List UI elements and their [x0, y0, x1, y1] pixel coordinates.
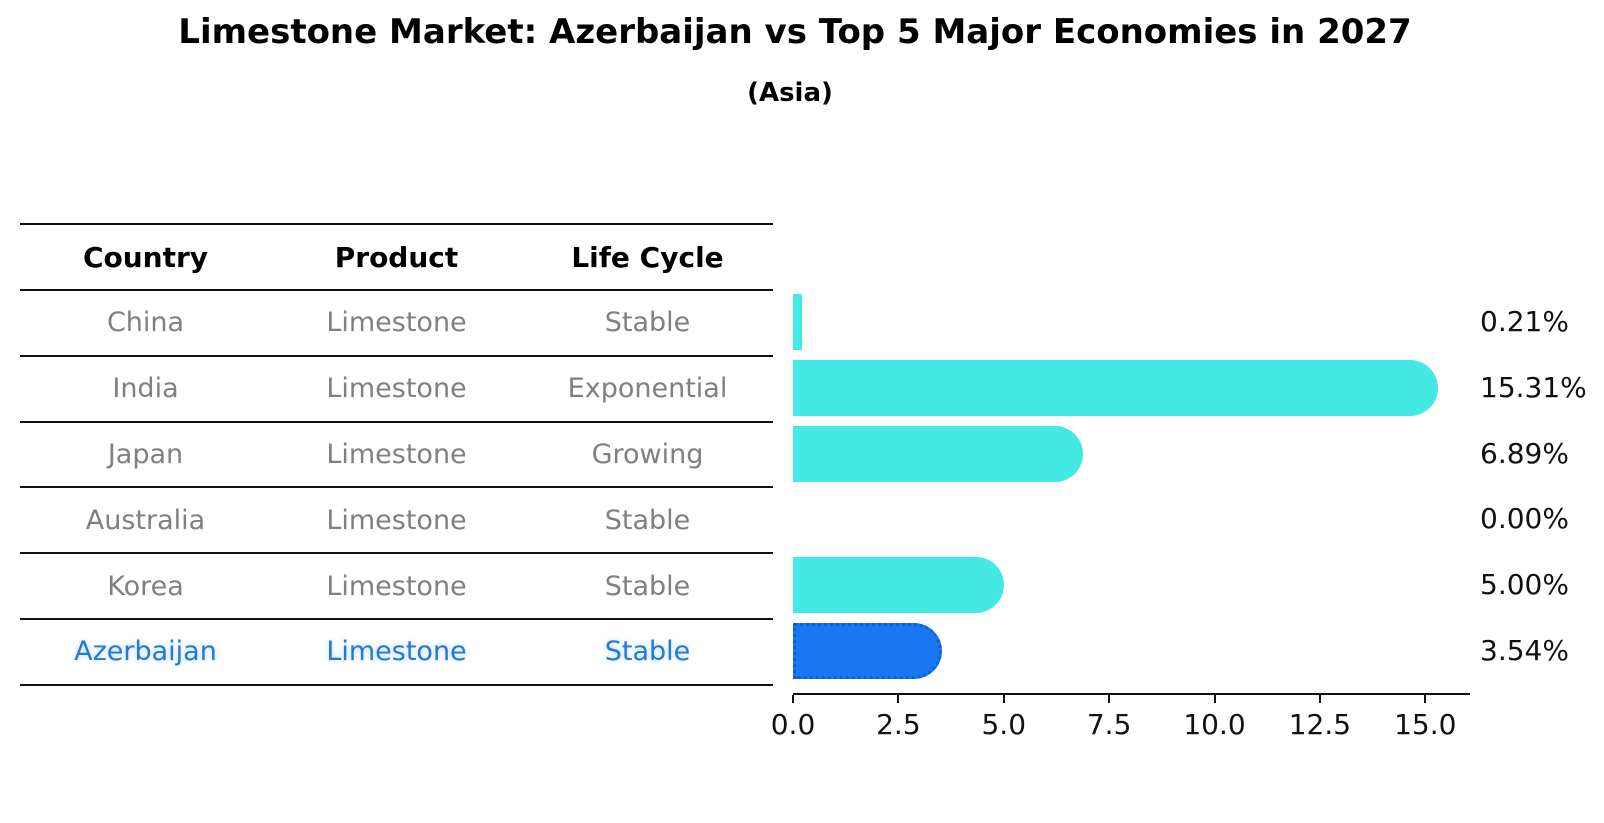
cell-life-cycle: Growing	[591, 438, 704, 470]
header-product: Product	[334, 240, 459, 274]
header-life-cycle: Life Cycle	[571, 240, 724, 274]
cell-product: Limestone	[326, 438, 467, 470]
table-row-india: India Limestone Exponential	[20, 354, 773, 421]
cell-country: Japan	[107, 438, 184, 470]
x-tick-mark	[792, 695, 794, 703]
cell-life-cycle: Exponential	[567, 373, 728, 405]
country-table: Country Product Life Cycle China Limesto…	[20, 223, 773, 686]
cell-product: Limestone	[326, 504, 467, 536]
table-row-china: China Limestone Stable	[20, 289, 773, 355]
chart-subtitle: (Asia)	[747, 78, 833, 108]
cell-product: Limestone	[326, 373, 467, 405]
cell-country: Australia	[85, 504, 206, 536]
x-tick-mark	[1108, 695, 1111, 703]
table-row-japan: Japan Limestone Growing	[20, 420, 773, 487]
value-label-japan: 6.89%	[1480, 436, 1569, 470]
cell-product: Limestone	[326, 636, 467, 668]
x-tick-label: 10.0	[1183, 708, 1246, 741]
cell-country: India	[112, 373, 179, 405]
cell-product: Limestone	[326, 307, 467, 339]
x-tick-mark	[1002, 695, 1005, 703]
value-label-azerbaijan: 3.54%	[1480, 633, 1569, 667]
x-tick-label: 5.0	[981, 708, 1027, 741]
value-label-australia: 0.00%	[1480, 502, 1569, 536]
x-tick-label: 2.5	[876, 708, 921, 741]
cell-life-cycle: Stable	[604, 504, 691, 536]
cell-life-cycle: Stable	[604, 570, 691, 602]
bar-korea	[793, 557, 1004, 614]
table-header-row: Country Product Life Cycle	[20, 223, 773, 289]
cell-country: China	[106, 307, 185, 339]
cell-product: Limestone	[326, 570, 467, 602]
cell-life-cycle: Stable	[604, 636, 691, 668]
bar-india	[793, 359, 1439, 416]
chart-title: Limestone Market: Azerbaijan vs Top 5 Ma…	[178, 12, 1412, 52]
header-country: Country	[82, 240, 209, 274]
x-tick-label: 12.5	[1288, 708, 1352, 741]
x-tick-mark	[1213, 695, 1216, 703]
x-tick-mark	[1424, 695, 1427, 703]
cell-country: Korea	[107, 570, 184, 602]
cell-life-cycle: Stable	[604, 307, 691, 339]
bar-china	[793, 294, 802, 350]
cell-country: Azerbaijan	[74, 636, 217, 668]
x-tick-mark	[1318, 695, 1321, 703]
table-row-korea: Korea Limestone Stable	[20, 552, 773, 618]
table-row-azerbaijan: Azerbaijan Limestone Stable	[20, 617, 773, 684]
bar-azerbaijan	[793, 623, 943, 679]
x-tick-label: 7.5	[1086, 708, 1132, 741]
x-tick-label: 0.0	[770, 708, 816, 741]
x-axis-line	[793, 693, 1471, 695]
value-label-india: 15.31%	[1480, 370, 1587, 404]
value-label-china: 0.21%	[1480, 304, 1569, 338]
x-tick-label: 15.0	[1394, 708, 1457, 741]
table-bottom-border	[20, 683, 773, 686]
bar-japan	[793, 425, 1084, 482]
table-row-australia: Australia Limestone Stable	[20, 486, 773, 552]
value-label-korea: 5.00%	[1480, 568, 1569, 602]
x-tick-mark	[897, 695, 900, 703]
